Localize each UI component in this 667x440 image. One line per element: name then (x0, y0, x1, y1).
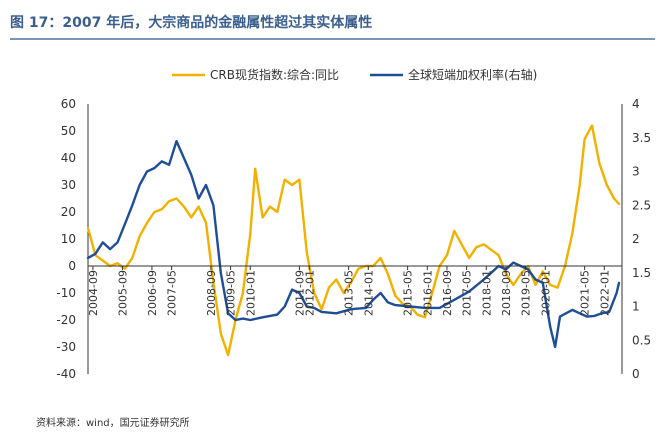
x-axis-tick-label: 2014-01 (362, 270, 375, 316)
x-axis-tick-label: 2016-01 (421, 270, 434, 316)
left-axis-tick-label: 10 (61, 232, 76, 246)
left-axis-tick-label: 0 (68, 259, 76, 273)
right-axis-tick-label: 0.5 (632, 333, 651, 347)
x-axis-tick-label: 2005-09 (116, 270, 129, 316)
x-axis-tick-label: 2007-05 (166, 270, 179, 316)
left-axis-tick-label: -20 (56, 313, 76, 327)
series-line-crb (86, 124, 621, 357)
left-axis-tick-label: 50 (61, 124, 76, 138)
source-note: 资料来源：wind，国元证券研究所 (36, 418, 190, 429)
x-axis-tick-labels: 2004-09 2005-09 2006-09 2007-05 2008-09 2009-… (87, 266, 611, 316)
series-layer (86, 124, 621, 357)
x-axis-tick-label: 2011-09 (293, 270, 306, 316)
series-line-rate (86, 139, 621, 349)
x-axis-tick-label: 2018-09 (500, 270, 513, 316)
x-axis-tick-label: 2021-05 (579, 270, 592, 316)
x-axis-tick-label: 2009-05 (225, 270, 238, 316)
x-axis-tick-label: 2010-01 (244, 270, 257, 316)
x-axis-tick-label: 2006-09 (146, 270, 159, 316)
x-axis-tick-label: 2015-05 (402, 270, 415, 316)
legend-label-rate: 全球短端加权利率(右轴) (408, 67, 537, 82)
left-axis-tick-label: -30 (56, 340, 76, 354)
legend: CRB现货指数:综合:同比 全球短端加权利率(右轴) (172, 67, 537, 82)
x-axis-tick-label: 2019-05 (520, 270, 533, 316)
x-axis-tick-label: 2018-01 (480, 270, 493, 316)
right-axis-tick-label: 2 (632, 232, 640, 246)
x-axis-tick-label: 2017-05 (461, 270, 474, 316)
left-axis-tick-labels: 60 50 40 30 20 10 0 -10 -20 -30 -40 (56, 97, 76, 381)
left-axis-tick-label: 60 (61, 97, 76, 111)
right-axis-tick-label: 1.5 (632, 266, 651, 280)
legend-label-crb: CRB现货指数:综合:同比 (210, 67, 339, 82)
x-axis-tick-label: 2020-01 (539, 270, 552, 316)
right-axis-tick-label: 0 (632, 367, 640, 381)
right-axis-tick-label: 3.5 (632, 131, 651, 145)
right-axis-tick-label: 1 (632, 300, 640, 314)
x-axis-tick-label: 2004-09 (87, 270, 100, 316)
x-axis-tick-label: 2012-01 (303, 270, 316, 316)
x-axis-tick-label: 2013-05 (343, 270, 356, 316)
right-axis-tick-label: 2.5 (632, 198, 651, 212)
right-axis-tick-labels: 4 3.5 3 2.5 2 1.5 1 0.5 0 (632, 97, 651, 381)
left-axis-tick-label: 30 (61, 178, 76, 192)
figure-title: 图 17：2007 年后，大宗商品的金融属性超过其实体属性 (10, 15, 373, 31)
left-axis-tick-label: -40 (56, 367, 76, 381)
right-axis-tick-label: 4 (632, 97, 640, 111)
x-axis-tick-label: 2008-09 (205, 270, 218, 316)
x-axis-tick-label: 2022-01 (598, 270, 611, 316)
left-axis-tick-label: 40 (61, 151, 76, 165)
left-axis-tick-label: -10 (56, 286, 76, 300)
right-axis-tick-label: 3 (632, 165, 640, 179)
x-axis-tick-label: 2016-09 (441, 270, 454, 316)
title-divider (10, 38, 655, 40)
left-axis-tick-label: 20 (61, 205, 76, 219)
